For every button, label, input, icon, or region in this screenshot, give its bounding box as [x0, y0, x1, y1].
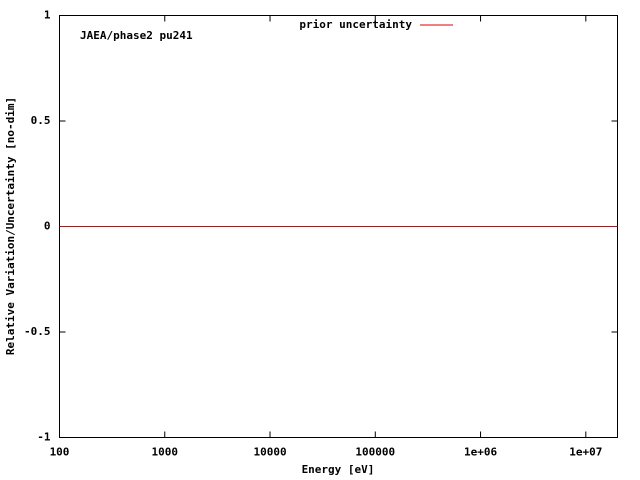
annotation: JAEA/phase2 pu241 [80, 29, 193, 42]
x-tick-label: 100000 [355, 446, 395, 459]
x-tick-label: 1000 [152, 446, 179, 459]
x-tick-label: 1e+06 [464, 446, 497, 459]
y-tick-label: -0.5 [24, 325, 51, 338]
y-tick-label: 1 [44, 9, 51, 22]
x-tick-label: 100 [50, 446, 70, 459]
x-axis-label: Energy [eV] [302, 463, 375, 476]
x-tick-label: 1e+07 [569, 446, 602, 459]
y-tick-label: 0 [44, 220, 51, 233]
y-tick-label: -1 [37, 431, 51, 444]
legend-label: prior uncertainty [299, 18, 412, 31]
x-tick-label: 10000 [253, 446, 286, 459]
y-tick-label: 0.5 [31, 114, 51, 127]
y-axis-label: Relative Variation/Uncertainty [no-dim] [4, 97, 17, 355]
